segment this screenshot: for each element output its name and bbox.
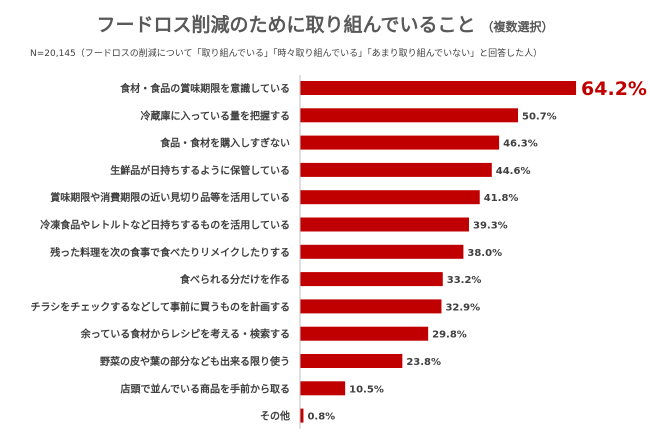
chart-title: フードロス削減のために取り組んでいること （複数選択）: [0, 10, 650, 37]
value-label: 10.5%: [349, 384, 384, 395]
chart-title-main: フードロス削減のために取り組んでいること: [96, 14, 476, 36]
category-label: 冷凍食品やレトルトなど日持ちするものを活用している: [40, 219, 290, 232]
value-label: 23.8%: [406, 357, 441, 368]
category-label: 冷蔵庫に入っている量を把握する: [141, 109, 291, 122]
value-label: 38.0%: [467, 248, 502, 259]
category-label: その他: [260, 410, 290, 423]
value-label: 50.7%: [522, 111, 557, 122]
category-label: 残った料理を次の食事で食べたりリメイクしたりする: [50, 246, 290, 259]
value-label: 32.9%: [445, 302, 480, 313]
bar: [300, 190, 480, 205]
bar: [300, 81, 577, 95]
category-label: 店頭で並んでいる商品を手前から取る: [121, 382, 291, 395]
category-label: 野菜の皮や葉の部分なども出来る限り使う: [100, 355, 290, 368]
category-label: チラシをチェックするなどして事前に買うものを計画する: [31, 300, 291, 313]
category-label: 賞味期限や消費期限の近い見切り品等を活用している: [50, 191, 290, 204]
value-label: 44.6%: [496, 166, 531, 177]
bar: [300, 162, 492, 177]
bar: [300, 217, 469, 232]
value-label: 29.8%: [432, 330, 467, 341]
value-label: 39.3%: [473, 221, 508, 232]
value-label: 46.3%: [503, 139, 538, 150]
category-label: 食材・食品の賞味期限を意識している: [119, 82, 290, 95]
bar: [300, 244, 464, 259]
bar: [300, 381, 346, 396]
value-label-highlight: 64.2%: [581, 78, 647, 100]
bar: [300, 272, 443, 287]
category-label: 食べられる分だけを作る: [179, 273, 290, 286]
bar: [300, 354, 403, 368]
bar: [300, 299, 442, 314]
sample-note: N=20,145（フードロスの削減について「取り組んでいる」「時々取り組んでいる…: [30, 49, 543, 59]
bar: [300, 408, 304, 423]
bar: [300, 135, 500, 150]
category-label: 余っている食材からレシピを考える・検索する: [80, 328, 290, 341]
bar: [300, 108, 519, 123]
category-label: 生鮮品が日持ちするように保管している: [110, 164, 290, 177]
value-label: 0.8%: [307, 412, 335, 423]
bar: [300, 326, 429, 341]
chart-title-subtitle: （複数選択）: [481, 20, 554, 34]
value-label: 41.8%: [484, 193, 519, 204]
value-label: 33.2%: [447, 275, 482, 286]
category-label: 食品・食材を購入しすぎない: [159, 137, 290, 150]
